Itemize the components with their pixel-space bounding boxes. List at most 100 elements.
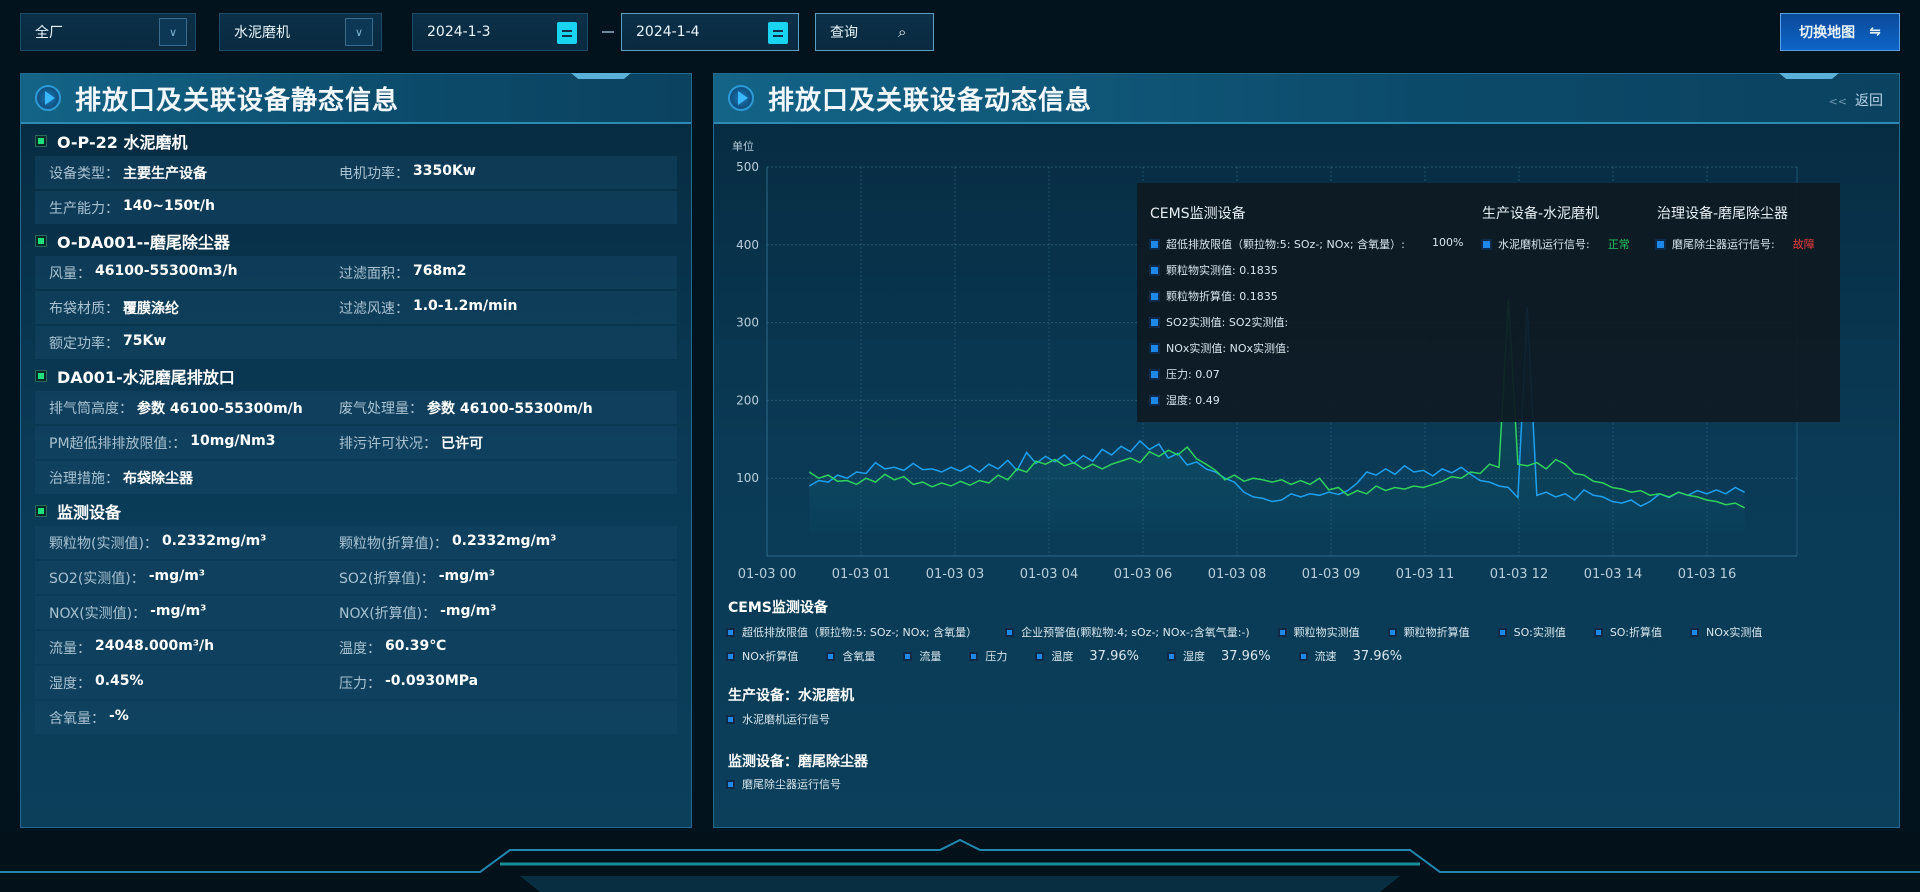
y-tick-label: 400	[736, 238, 759, 252]
info-row: 风量： 46100-55300m3/h 过滤面积： 768m2	[35, 256, 677, 289]
tooltip-treatment-item: 磨尾除尘器运行信号: 故障	[1657, 236, 1815, 252]
field-label: NOX(折算值)：	[339, 605, 437, 622]
legend-item[interactable]: 含氧量	[828, 648, 875, 664]
field-value: 参数 46100-55300m/h	[427, 400, 593, 417]
info-field: 布袋材质： 覆膜涤纶	[49, 298, 339, 318]
info-field: 颗粒物(折算值)： 0.2332mg/m³	[339, 533, 627, 553]
legend-item[interactable]: 湿度 37.96%	[1168, 648, 1271, 664]
tooltip-cems-item: NOx实测值: NOx实测值:	[1151, 340, 1290, 356]
field-value: 已许可	[441, 435, 483, 452]
legend-cems-title: CEMS监测设备	[728, 600, 828, 616]
info-field: 废气处理量： 参数 46100-55300m/h	[339, 398, 627, 418]
legend-square-icon	[728, 653, 733, 659]
legend-square-icon	[728, 629, 733, 635]
legend-item[interactable]: 流量	[905, 648, 941, 664]
calendar-icon[interactable]	[768, 22, 788, 44]
section-title: O-P-22 水泥磨机	[57, 133, 188, 152]
panel-title: 排放口及关联设备动态信息	[768, 85, 1093, 116]
field-value: -0.0930MPa	[385, 672, 479, 689]
tooltip-cems-limit-value: 100%	[1432, 236, 1464, 249]
switch-map-button[interactable]: 切换地图 ⇋	[1780, 13, 1900, 51]
x-tick-label: 01-03 08	[1208, 567, 1266, 582]
tooltip-cems-item: 超低排放限值（颗拉物:5: SOz-; NOx; 含氧量）:	[1151, 236, 1405, 252]
legend-square-icon	[728, 781, 733, 787]
legend-item[interactable]: 流速 37.96%	[1300, 648, 1403, 664]
field-label: 颗粒物(折算值)：	[339, 535, 448, 552]
info-row: 湿度： 0.45% 压力： -0.0930MPa	[35, 666, 677, 699]
series-line[interactable]	[808, 299, 1745, 509]
bottom-decoration	[0, 832, 1920, 892]
end-date-input[interactable]: 2024-1-4	[621, 13, 799, 51]
field-value: -%	[109, 707, 129, 724]
panel-title: 排放口及关联设备静态信息	[75, 85, 400, 116]
factory-select-value: 全厂	[35, 25, 63, 41]
field-value: 0.2332mg/m³	[451, 532, 557, 549]
info-field: SO2(实测值)： -mg/m³	[49, 568, 339, 588]
info-row: 生产能力： 140~150t/h	[35, 191, 677, 224]
y-tick-label: 200	[736, 393, 759, 407]
equipment-select[interactable]: 水泥磨机 ∨	[219, 13, 382, 51]
legend-square-icon	[1151, 318, 1158, 326]
info-field: 额定功率： 75Kw	[49, 333, 339, 353]
date-range-separator	[602, 31, 614, 33]
info-row: 布袋材质： 覆膜涤纶 过滤风速： 1.0-1.2m/min	[35, 291, 677, 324]
query-button[interactable]: 查询 ⌕	[815, 13, 934, 51]
field-label: 湿度：	[49, 675, 91, 692]
series-line[interactable]	[808, 306, 1745, 508]
section-header: O-P-22 水泥磨机	[35, 126, 677, 156]
info-field: 排气筒高度： 参数 46100-55300m/h	[49, 398, 339, 418]
back-button[interactable]: << 返回	[1829, 90, 1883, 110]
legend-value: 37.96%	[1089, 648, 1139, 664]
x-tick-label: 01-03 16	[1678, 567, 1736, 582]
field-label: 流量：	[49, 640, 91, 657]
info-row: NOX(实测值)： -mg/m³ NOX(折算值)： -mg/m³	[35, 596, 677, 629]
legend-item[interactable]: 颗粒物折算值	[1389, 624, 1470, 640]
legend-square-icon	[1151, 292, 1158, 300]
legend-item[interactable]: 超低排放限值（颗拉物:5: SOz-; NOx; 含氧量）	[728, 624, 977, 640]
tooltip-cems-item: 湿度: 0.49	[1151, 392, 1220, 408]
field-value: 参数 46100-55300m/h	[137, 400, 303, 417]
treatment-status: 故障	[1792, 238, 1815, 251]
info-field: 排污许可状况： 已许可	[339, 433, 627, 453]
legend-item[interactable]: SO:实测值	[1499, 624, 1566, 640]
swap-arrows-icon: ⇋	[1869, 24, 1881, 40]
info-row: 颗粒物(实测值)： 0.2332mg/m³ 颗粒物(折算值)： 0.2332mg/m³	[35, 526, 677, 559]
field-value: -mg/m³	[438, 567, 496, 584]
legend-item[interactable]: NOx折算值	[728, 648, 798, 664]
section-header: 监测设备	[35, 496, 677, 526]
info-row: 流量： 24048.000m³/h 温度： 60.39℃	[35, 631, 677, 664]
tooltip-cems-title: CEMS监测设备	[1150, 206, 1246, 222]
start-date-value: 2024-1-3	[427, 24, 491, 40]
legend-item[interactable]: 压力	[971, 648, 1007, 664]
info-field: 过滤面积： 768m2	[339, 263, 627, 283]
legend-item[interactable]: 颗粒物实测值	[1279, 624, 1360, 640]
info-row: 额定功率： 75Kw	[35, 326, 677, 359]
legend-square-icon	[1279, 629, 1285, 635]
panel-header: 排放口及关联设备静态信息	[21, 74, 691, 124]
info-field: 温度： 60.39℃	[339, 638, 627, 658]
green-square-icon	[35, 135, 47, 147]
field-value: 主要生产设备	[123, 165, 207, 182]
legend-item[interactable]: 企业预警值(颗粒物:4; sOz-; NOx-;含氧气量:-)	[1007, 624, 1250, 640]
calendar-icon[interactable]	[557, 22, 577, 44]
info-field: 电机功率： 3350Kw	[339, 163, 627, 183]
legend-item[interactable]: SO:折算值	[1595, 624, 1662, 640]
field-value: 0.2332mg/m³	[161, 532, 267, 549]
legend-item[interactable]: 温度 37.96%	[1037, 648, 1139, 664]
legend-square-icon	[1151, 266, 1158, 274]
legend-value: 37.96%	[1352, 648, 1403, 664]
factory-select[interactable]: 全厂 ∨	[20, 13, 196, 51]
legend-item[interactable]: 水泥磨机运行信号	[728, 711, 860, 727]
section-title: DA001-水泥磨尾排放口	[57, 368, 235, 387]
x-tick-label: 01-03 12	[1490, 567, 1548, 582]
back-label: 返回	[1855, 93, 1883, 109]
field-label: 生产能力：	[49, 200, 119, 217]
info-field: NOX(折算值)： -mg/m³	[339, 603, 627, 623]
info-field: 设备类型： 主要生产设备	[49, 163, 339, 183]
legend-item[interactable]: NOx实测值	[1691, 624, 1762, 640]
field-label: 过滤面积：	[339, 265, 409, 282]
start-date-input[interactable]: 2024-1-3	[412, 13, 588, 51]
info-field: 风量： 46100-55300m3/h	[49, 263, 339, 283]
legend-item[interactable]: 磨尾除尘器运行信号	[728, 776, 871, 792]
